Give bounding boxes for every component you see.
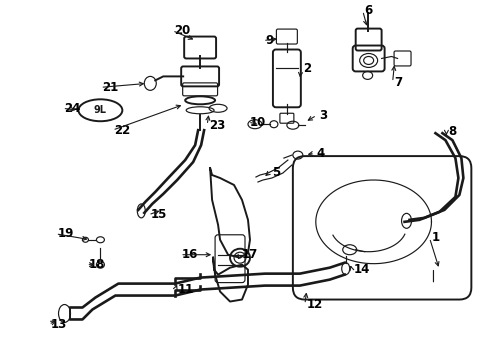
Text: 22: 22 (114, 124, 131, 137)
Text: 9L: 9L (94, 105, 107, 115)
Text: 10: 10 (250, 116, 266, 129)
Text: 14: 14 (354, 263, 370, 276)
Text: 19: 19 (57, 227, 74, 240)
Text: 21: 21 (102, 81, 119, 94)
Text: 4: 4 (317, 147, 325, 159)
Text: 9: 9 (265, 34, 273, 47)
Text: 17: 17 (242, 248, 258, 261)
Text: 24: 24 (65, 102, 81, 115)
Text: 13: 13 (50, 318, 67, 331)
Text: 20: 20 (174, 24, 191, 37)
Text: 5: 5 (272, 166, 280, 179)
Text: 7: 7 (394, 76, 403, 89)
Text: 16: 16 (182, 248, 198, 261)
Text: 15: 15 (150, 208, 167, 221)
Text: 2: 2 (303, 62, 311, 75)
Text: 12: 12 (307, 298, 323, 311)
Text: 6: 6 (365, 4, 373, 17)
Text: 8: 8 (448, 125, 457, 138)
Text: 18: 18 (89, 258, 105, 271)
Text: 23: 23 (209, 119, 225, 132)
Text: 3: 3 (319, 109, 327, 122)
Text: 11: 11 (177, 283, 194, 296)
Text: 1: 1 (432, 231, 440, 244)
